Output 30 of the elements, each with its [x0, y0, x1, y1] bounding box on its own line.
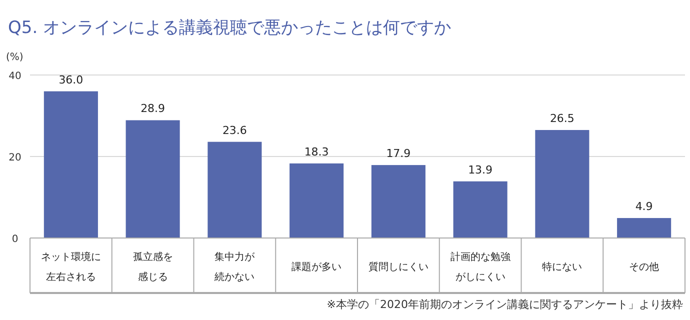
y-tick-label: 40	[8, 71, 22, 82]
x-tick-label: 孤立感を感じる	[132, 251, 173, 283]
y-tick-label: 0	[12, 234, 18, 245]
data-label: 28.9	[140, 102, 166, 116]
chart-title: Q5. オンラインによる講義視聴で悪かったことは何ですか	[8, 18, 452, 38]
bar	[126, 120, 180, 238]
bar	[208, 142, 262, 238]
x-tick-label: 質問しにくい	[368, 261, 428, 273]
text: ※本学の「2020年前期のオンライン講義に関するアンケート」より抜粋	[326, 298, 683, 311]
bar	[44, 91, 98, 238]
bar	[290, 163, 344, 238]
data-label: 18.3	[304, 145, 329, 158]
x-tick-label: 特にない	[542, 261, 582, 273]
data-label: 23.6	[222, 124, 247, 137]
data-label: 26.5	[550, 112, 574, 126]
x-tick-label: その他	[629, 261, 660, 273]
bar	[371, 165, 426, 238]
bar	[617, 218, 672, 238]
data-label: 4.9	[635, 200, 653, 214]
data-label: 36.0	[58, 73, 84, 86]
y-axis-title: (%)	[6, 52, 24, 63]
bar	[453, 181, 508, 238]
x-tick-label: ネット環境に左右される	[40, 251, 101, 283]
data-label: 17.9	[386, 147, 411, 160]
x-tick-label: 課題が多い	[292, 261, 342, 273]
data-label: 13.9	[468, 163, 493, 176]
x-tick-label: 集中力が続かない	[214, 251, 256, 283]
x-tick-label: 計画的な勉強がしにくい	[450, 251, 510, 283]
y-tick-label: 20	[8, 152, 22, 164]
bar	[535, 130, 590, 238]
